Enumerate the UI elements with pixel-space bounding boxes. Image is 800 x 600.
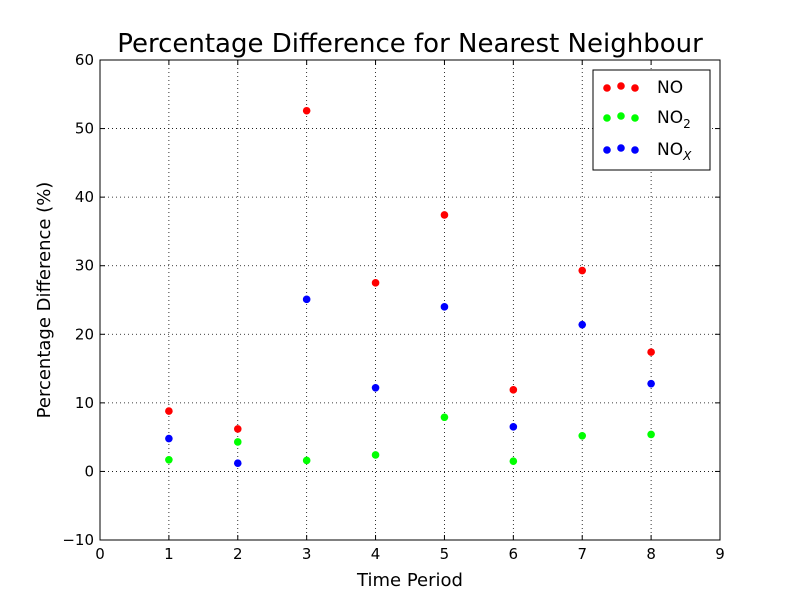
legend-marker	[631, 146, 639, 154]
y-tick-label: 0	[84, 462, 94, 480]
y-tick-label: 10	[75, 394, 94, 412]
x-tick-label: 2	[233, 545, 243, 563]
legend-marker	[617, 144, 625, 152]
legend-marker	[603, 114, 611, 122]
x-tick-label: 8	[646, 545, 656, 563]
legend-marker	[603, 146, 611, 154]
y-tick-label: 60	[75, 51, 94, 69]
data-point	[165, 407, 173, 415]
x-tick-label: 9	[715, 545, 725, 563]
y-axis-label: Percentage Difference (%)	[34, 182, 55, 419]
y-tick-label: 20	[75, 325, 94, 343]
legend-label-main: NO	[657, 108, 683, 128]
legend-label-subscript: X	[682, 149, 692, 163]
legend-marker	[603, 84, 611, 92]
data-point	[509, 423, 518, 431]
data-point	[647, 430, 655, 439]
y-tick-label: 30	[75, 257, 94, 275]
data-point	[371, 279, 380, 287]
chart-title: Percentage Difference for Nearest Neighb…	[117, 29, 703, 59]
data-point	[165, 455, 173, 464]
data-point	[302, 295, 311, 304]
x-tick-label: 7	[577, 545, 587, 563]
x-tick-label: 3	[302, 545, 312, 563]
x-tick-label: 1	[164, 545, 174, 563]
data-point	[440, 211, 449, 219]
data-point	[233, 438, 242, 446]
data-point	[440, 303, 449, 311]
data-point	[165, 434, 173, 443]
x-tick-label: 0	[95, 545, 105, 563]
data-point	[509, 457, 518, 465]
data-point	[302, 106, 311, 115]
legend-label: NO	[657, 78, 683, 98]
data-point	[647, 379, 655, 388]
x-tick-label: 6	[509, 545, 519, 563]
data-point	[302, 456, 311, 465]
data-point	[578, 266, 587, 275]
legend-label-main: NO	[657, 78, 683, 98]
y-tick-label: 50	[75, 120, 94, 138]
legend-box	[592, 69, 711, 171]
x-axis-label: Time Period	[356, 570, 463, 591]
legend-marker	[631, 114, 639, 122]
data-point	[578, 320, 587, 329]
data-point	[440, 413, 449, 422]
x-tick-label: 4	[371, 545, 381, 563]
y-tick-label: −10	[62, 531, 94, 549]
x-tick-label: 5	[440, 545, 450, 563]
y-tick-label: 40	[75, 188, 94, 206]
data-points	[165, 106, 655, 468]
legend-label: NO2	[657, 108, 691, 131]
legend-marker	[617, 112, 625, 120]
legend-label: NOX	[657, 140, 692, 163]
data-point	[233, 459, 242, 468]
legend-marker	[617, 82, 625, 90]
legend-marker	[631, 84, 639, 92]
data-point	[371, 383, 380, 392]
data-point	[233, 425, 242, 433]
legend-label-subscript: 2	[683, 117, 691, 131]
data-point	[509, 386, 518, 394]
data-point	[371, 451, 380, 459]
legend-label-main: NO	[657, 140, 683, 160]
data-point	[647, 348, 655, 356]
data-point	[578, 431, 587, 440]
plot-frame	[99, 59, 721, 541]
